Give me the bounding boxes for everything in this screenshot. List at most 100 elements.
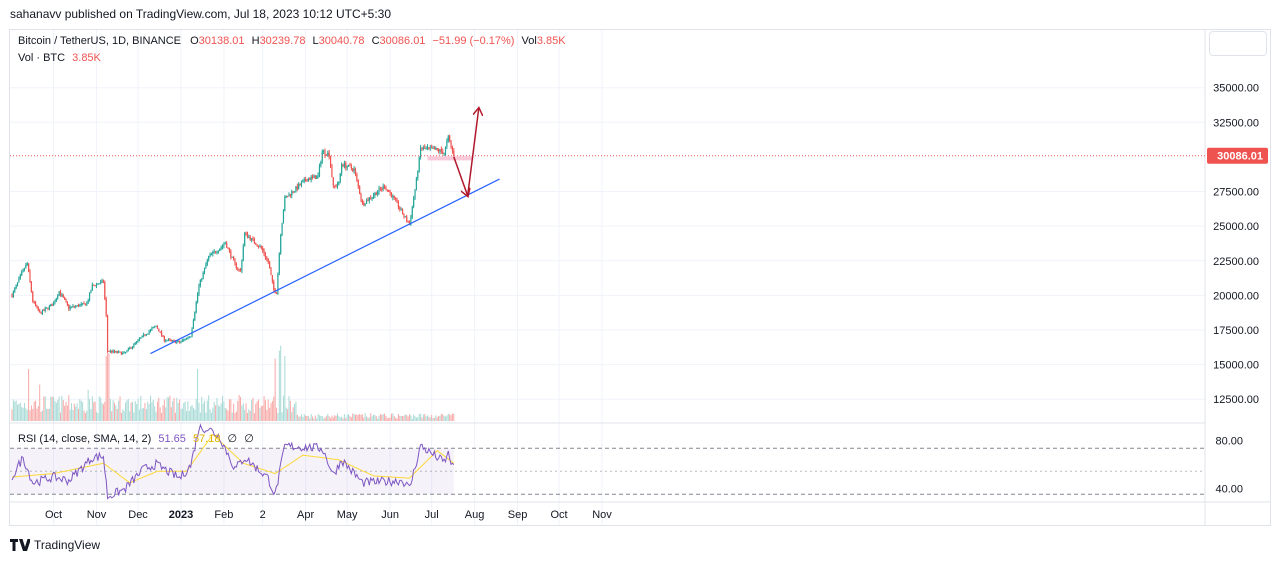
- volume-bar: [112, 400, 114, 421]
- volume-bar: [364, 413, 366, 421]
- symbol-name[interactable]: Bitcoin / TetherUS, 1D, BINANCE: [18, 35, 182, 47]
- candle: [406, 216, 408, 222]
- volume-bar: [188, 410, 190, 421]
- brand-name[interactable]: TradingView: [34, 538, 101, 552]
- candle: [11, 295, 13, 298]
- candle: [30, 281, 32, 292]
- rsi-sma-value: 57.18: [192, 433, 221, 445]
- volume-bar: [210, 412, 212, 421]
- candle: [133, 343, 135, 347]
- candle: [203, 268, 206, 273]
- volume-bar: [278, 350, 280, 421]
- candle: [140, 337, 142, 339]
- volume-bar: [269, 407, 271, 421]
- candle: [62, 294, 64, 298]
- volume-bar: [163, 399, 165, 421]
- volume-bar: [318, 415, 320, 421]
- candle: [302, 180, 304, 183]
- candle: [390, 193, 393, 198]
- candle: [288, 194, 290, 197]
- volume-bar: [198, 402, 200, 421]
- volume-bar: [399, 415, 401, 421]
- volume-bar: [393, 415, 395, 421]
- scale-settings-button[interactable]: [1209, 31, 1267, 56]
- price-tick-label: 35000.00: [1213, 83, 1259, 95]
- candle: [36, 305, 38, 308]
- candle: [109, 350, 111, 352]
- candle: [352, 168, 354, 171]
- volume-bar: [306, 415, 308, 421]
- scenario-arrow: [453, 156, 468, 196]
- rsi-value: 51.65: [158, 433, 186, 445]
- candle: [138, 338, 141, 340]
- volume-bar: [404, 414, 406, 421]
- volume-bar: [51, 396, 53, 421]
- volume-bar: [341, 416, 343, 421]
- candle: [429, 147, 431, 149]
- volume-bar: [155, 411, 157, 421]
- candle: [148, 331, 150, 334]
- rsi-label[interactable]: RSI (14, close, SMA, 14, 2): [18, 433, 152, 445]
- volume-bar: [302, 416, 304, 421]
- vol-value: 3.85K: [536, 35, 566, 47]
- candle: [93, 284, 95, 286]
- candle: [257, 245, 260, 247]
- volume-bar: [338, 415, 340, 421]
- candle: [264, 254, 267, 258]
- candle: [353, 168, 355, 171]
- volume-bar: [69, 409, 71, 421]
- volume-bar: [172, 401, 174, 421]
- volume-bar: [429, 417, 431, 421]
- volume-bar: [222, 395, 224, 421]
- candle: [91, 284, 93, 291]
- volume-bar: [321, 415, 323, 421]
- candle: [280, 234, 282, 254]
- volume-bar: [87, 389, 89, 421]
- vol-label: Vol: [521, 35, 537, 47]
- volume-bar: [370, 413, 372, 421]
- volume-bar: [32, 408, 34, 421]
- candle: [381, 188, 383, 190]
- volume-bar: [187, 401, 189, 421]
- candle: [437, 149, 440, 152]
- candle: [28, 263, 30, 272]
- volume-bar: [363, 417, 365, 421]
- volume-bar: [151, 402, 153, 421]
- candle: [25, 265, 27, 269]
- volume-bar: [21, 407, 23, 421]
- volume-bar: [161, 412, 163, 421]
- candle: [431, 147, 433, 149]
- volume-bar: [202, 403, 204, 421]
- candle: [154, 326, 156, 328]
- candle: [106, 315, 109, 351]
- candle: [404, 216, 406, 218]
- candle: [426, 147, 429, 149]
- candle: [246, 232, 249, 238]
- candle: [69, 307, 71, 309]
- candle: [321, 151, 323, 162]
- candle: [328, 152, 330, 157]
- volume-bar: [144, 403, 146, 421]
- candle: [223, 244, 225, 246]
- candle: [12, 291, 14, 298]
- candle: [118, 351, 120, 353]
- volume-pane-label[interactable]: Vol · BTC: [18, 52, 66, 64]
- volume-bar: [47, 408, 49, 421]
- volume-bar: [433, 417, 435, 421]
- candle: [64, 297, 66, 300]
- volume-bar: [276, 407, 278, 421]
- volume-bar: [37, 406, 39, 421]
- volume-bar: [273, 396, 275, 421]
- volume-bar: [104, 401, 106, 421]
- candle: [442, 151, 444, 155]
- volume-bar: [244, 409, 246, 421]
- candle: [141, 335, 143, 338]
- candle: [65, 299, 67, 302]
- volume-bar: [354, 414, 356, 421]
- volume-bar: [238, 395, 240, 421]
- time-axis: Oct Nov Dec 2023 Feb 2 Apr May Jun Jul Aug Sep Oct No…: [45, 509, 612, 521]
- candle: [82, 303, 84, 305]
- volume-bar: [389, 417, 391, 421]
- volume-bar: [105, 356, 107, 421]
